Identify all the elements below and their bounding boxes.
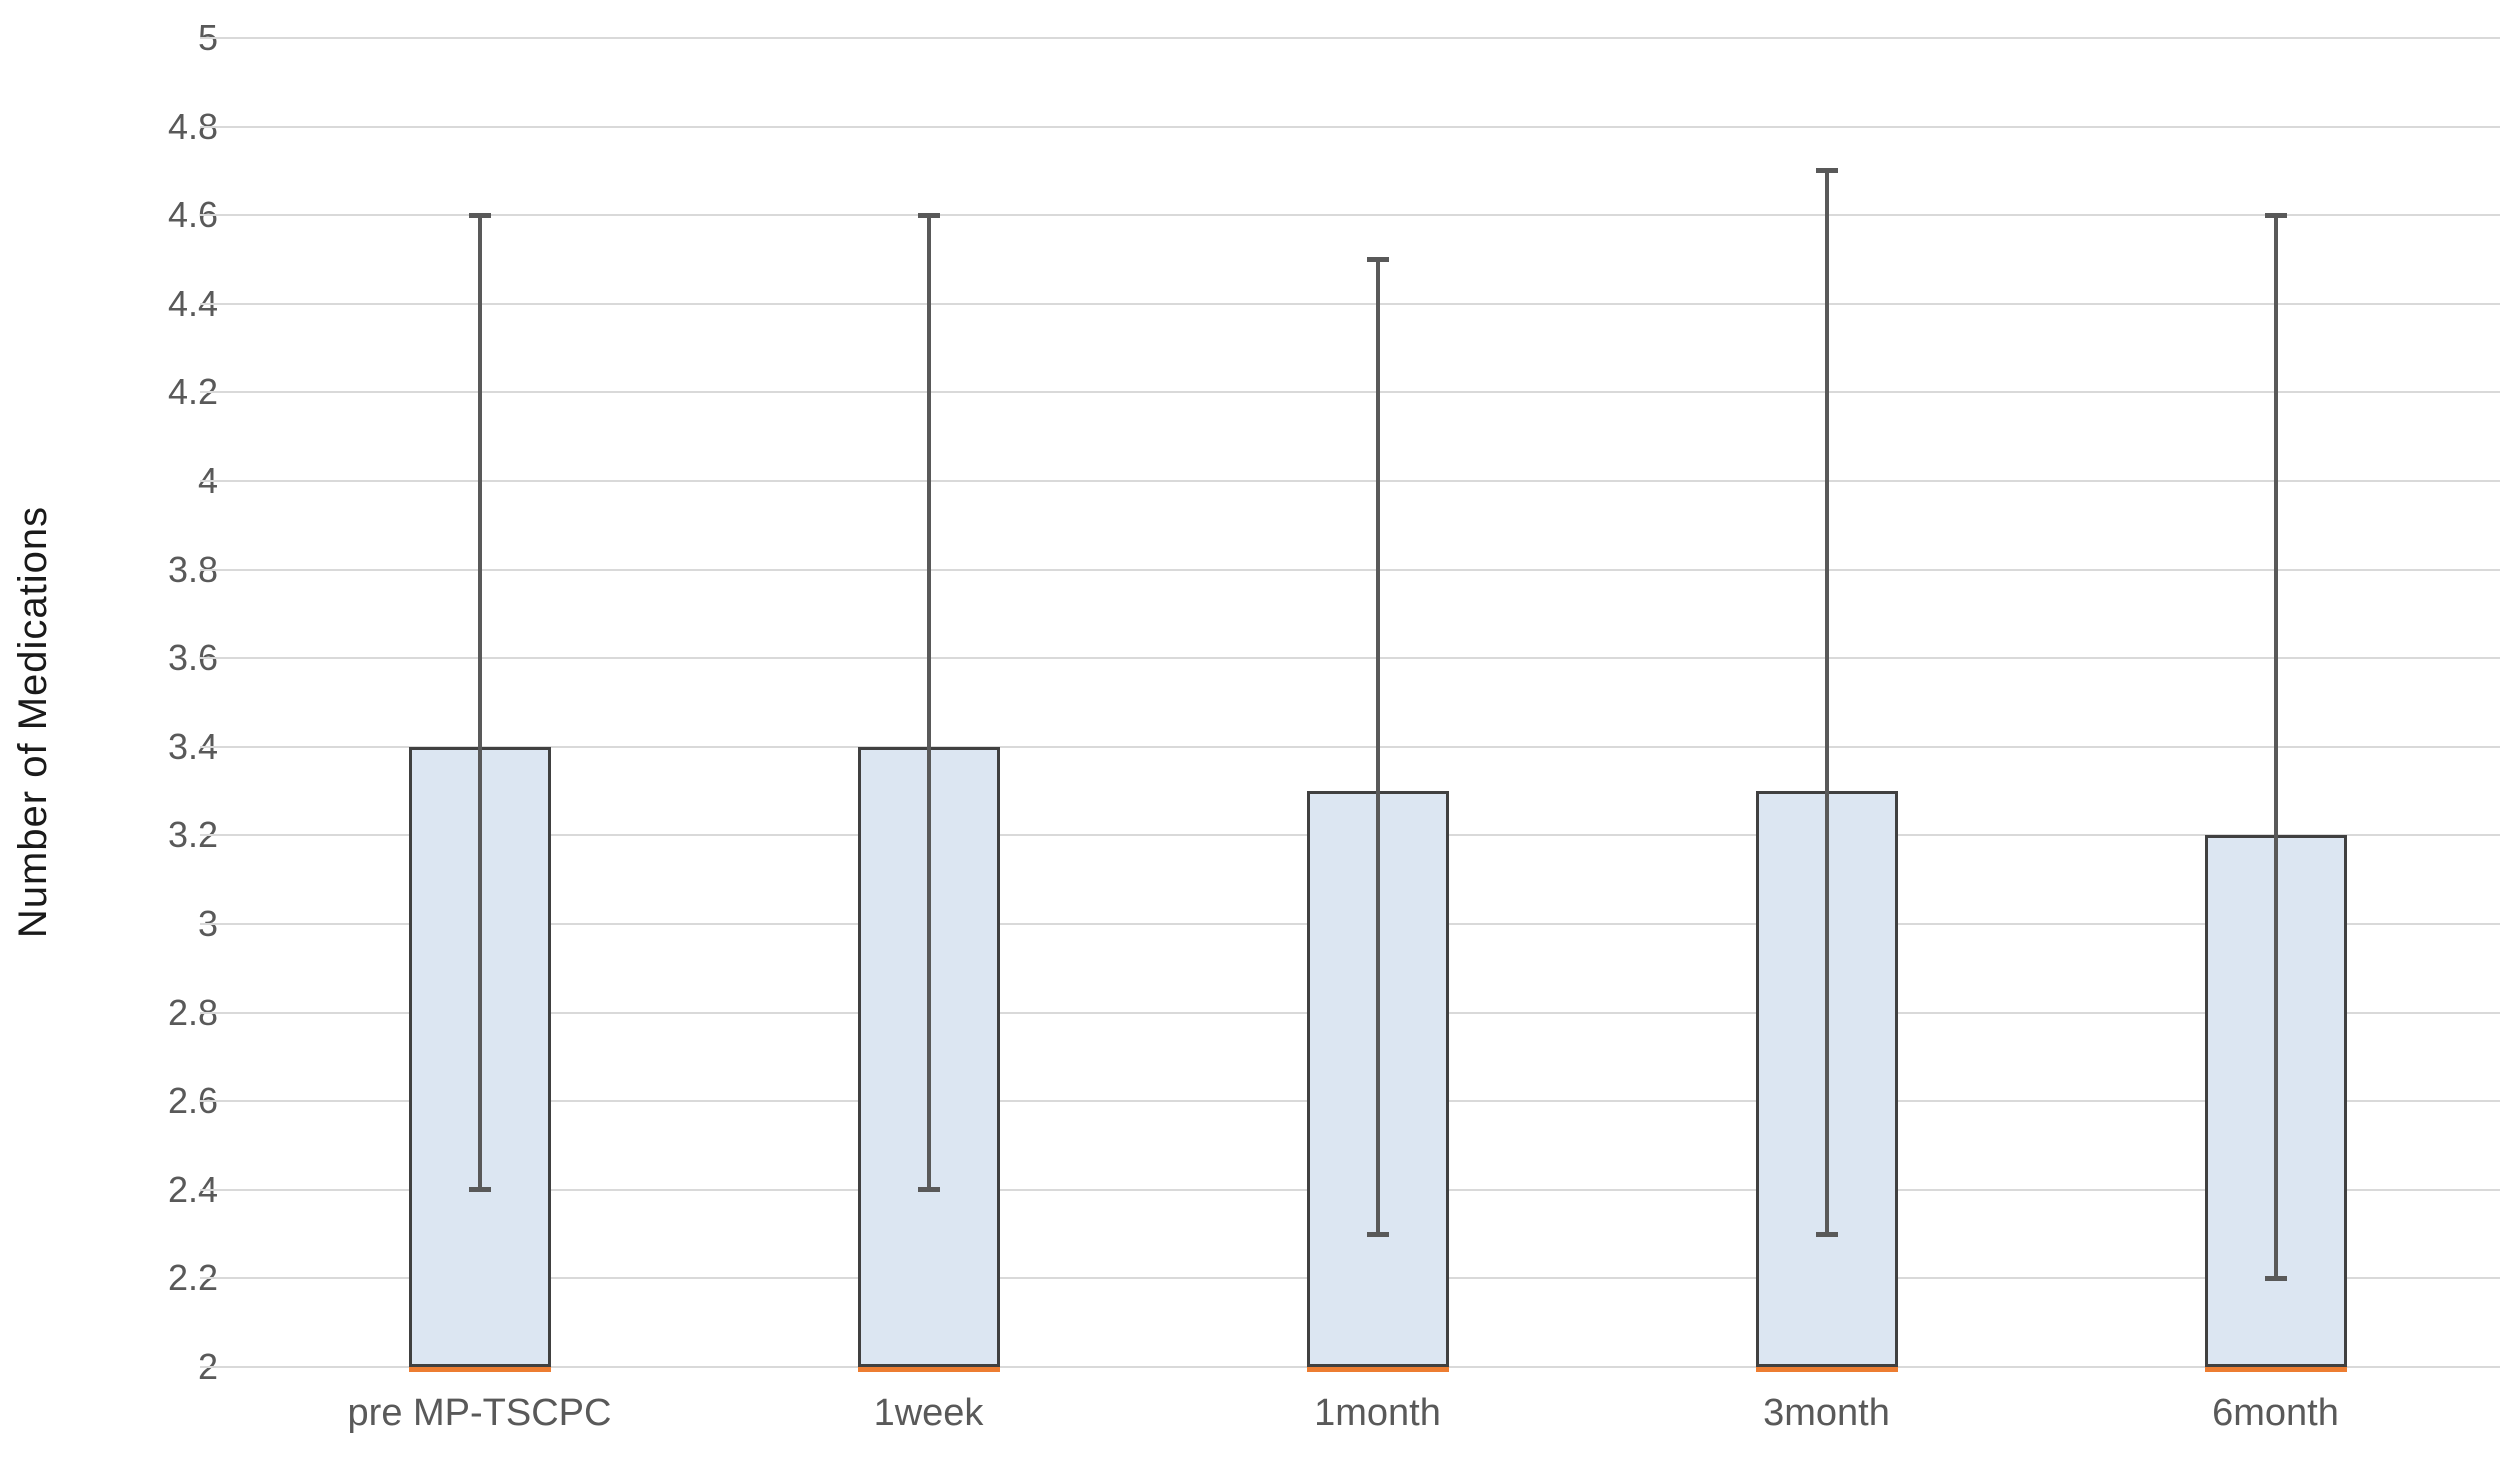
y-tick-label: 3.2 [167, 814, 218, 856]
error-bar-cap [1366, 257, 1389, 262]
gridline [200, 125, 2500, 128]
y-tick-label: 2.6 [167, 1080, 218, 1122]
gridline [200, 37, 2500, 39]
y-tick-label: 3.4 [167, 725, 218, 767]
y-tick-label: 4 [197, 460, 218, 501]
y-tick-label: 2 [197, 1346, 218, 1387]
error-bar-cap [1815, 168, 1838, 174]
error-bar-cap [2264, 1275, 2287, 1281]
plot-area [200, 37, 2500, 1372]
error-bar [1375, 259, 1380, 1235]
gridline [200, 480, 2500, 482]
error-bar [926, 215, 931, 1190]
bar-baseline-accent [1306, 1367, 1449, 1372]
x-axis-label: pre MP-TSCPC [347, 1392, 612, 1434]
y-tick-label: 3 [197, 903, 218, 944]
x-axis-labels: pre MP-TSCPC 1week 1month 3month 6month [255, 1392, 2500, 1452]
x-axis-label: 1week [873, 1392, 984, 1434]
bar-baseline-accent [1755, 1367, 1898, 1372]
y-tick-label: 3.8 [167, 548, 218, 590]
y-tick-label: 4.4 [167, 282, 218, 324]
error-bar [477, 215, 482, 1190]
error-bar-cap [468, 1187, 491, 1193]
x-axis-label: 1month [1314, 1392, 1441, 1434]
error-bar [1824, 170, 1829, 1235]
x-axis-label: 6month [2212, 1392, 2339, 1434]
bar-baseline-accent [857, 1367, 1000, 1372]
y-tick-label: 2.8 [167, 991, 218, 1033]
bar-baseline-accent [2204, 1367, 2347, 1372]
y-tick-label: 3.6 [167, 637, 218, 679]
bar-baseline-accent [408, 1367, 551, 1372]
x-axis-label: 3month [1763, 1392, 1890, 1434]
error-bar-cap [1815, 1231, 1838, 1237]
gridline [200, 657, 2500, 660]
y-tick-label: 2.4 [167, 1168, 218, 1210]
y-tick-label: 4.8 [167, 105, 218, 147]
y-tick-label: 2.2 [167, 1257, 218, 1299]
error-bar-cap [2264, 212, 2287, 218]
y-tick-label: 5 [197, 17, 218, 58]
gridline [200, 302, 2500, 305]
y-tick-label: 4.6 [167, 194, 218, 236]
error-bar-cap [1366, 1231, 1389, 1237]
gridline [200, 745, 2500, 748]
y-axis-tick-labels: 2 2.2 2.4 2.6 2.8 3 3.2 3.4 3.6 3.8 4 4.2 4.4 4.6 4.8 5 [0, 17, 218, 1387]
error-bar-cap [917, 1187, 940, 1193]
error-bar-cap [917, 212, 940, 218]
error-bar [2273, 215, 2278, 1279]
gridline [200, 568, 2500, 571]
y-tick-label: 4.2 [167, 371, 218, 413]
gridline [200, 391, 2500, 394]
gridline [200, 214, 2500, 217]
error-bar-cap [468, 212, 491, 218]
